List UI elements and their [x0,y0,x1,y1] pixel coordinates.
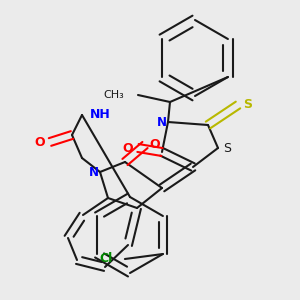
Text: CH₃: CH₃ [103,90,124,100]
Text: O: O [35,136,45,148]
Text: N: N [89,166,99,178]
Text: NH: NH [90,109,111,122]
Text: Cl: Cl [100,253,113,266]
Text: S: S [244,98,253,112]
Text: O: O [123,142,133,154]
Text: N: N [157,116,167,128]
Text: O: O [150,139,160,152]
Text: S: S [223,142,231,154]
